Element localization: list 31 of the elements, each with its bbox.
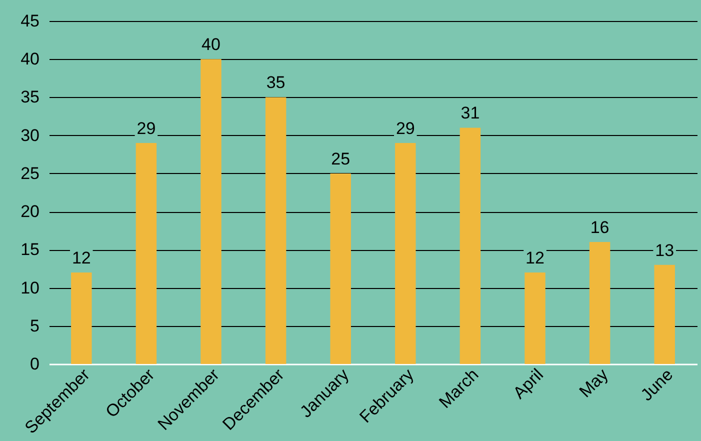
bar (460, 128, 481, 364)
y-tick-label: 45 (20, 12, 40, 30)
bar (330, 173, 351, 364)
x-tick-label: May (576, 364, 612, 402)
data-label: 12 (72, 248, 91, 268)
y-tick-label: 25 (20, 164, 40, 183)
data-label: 29 (396, 118, 415, 138)
y-tick-label: 15 (20, 240, 40, 260)
bar (654, 264, 675, 364)
y-tick-label: 35 (20, 88, 40, 107)
y-tick-label: 10 (20, 278, 40, 298)
bar (71, 272, 92, 364)
data-label: 35 (266, 73, 286, 92)
data-label: 29 (136, 118, 156, 138)
data-label: 40 (202, 35, 220, 54)
data-label: 13 (655, 240, 674, 260)
y-tick-label: 20 (20, 202, 40, 222)
bar (136, 142, 157, 364)
bar (589, 242, 610, 364)
y-tick-label: 5 (30, 316, 40, 336)
bar (395, 142, 416, 364)
data-label: 12 (526, 248, 544, 268)
y-tick-label: 40 (20, 50, 40, 69)
bar (265, 97, 286, 364)
bar (524, 272, 546, 364)
bar (200, 59, 222, 364)
y-tick-label: 30 (20, 126, 40, 145)
data-label: 16 (590, 218, 610, 238)
data-label: 25 (331, 149, 350, 168)
y-tick-label: 0 (30, 354, 40, 374)
data-label: 31 (460, 104, 480, 123)
